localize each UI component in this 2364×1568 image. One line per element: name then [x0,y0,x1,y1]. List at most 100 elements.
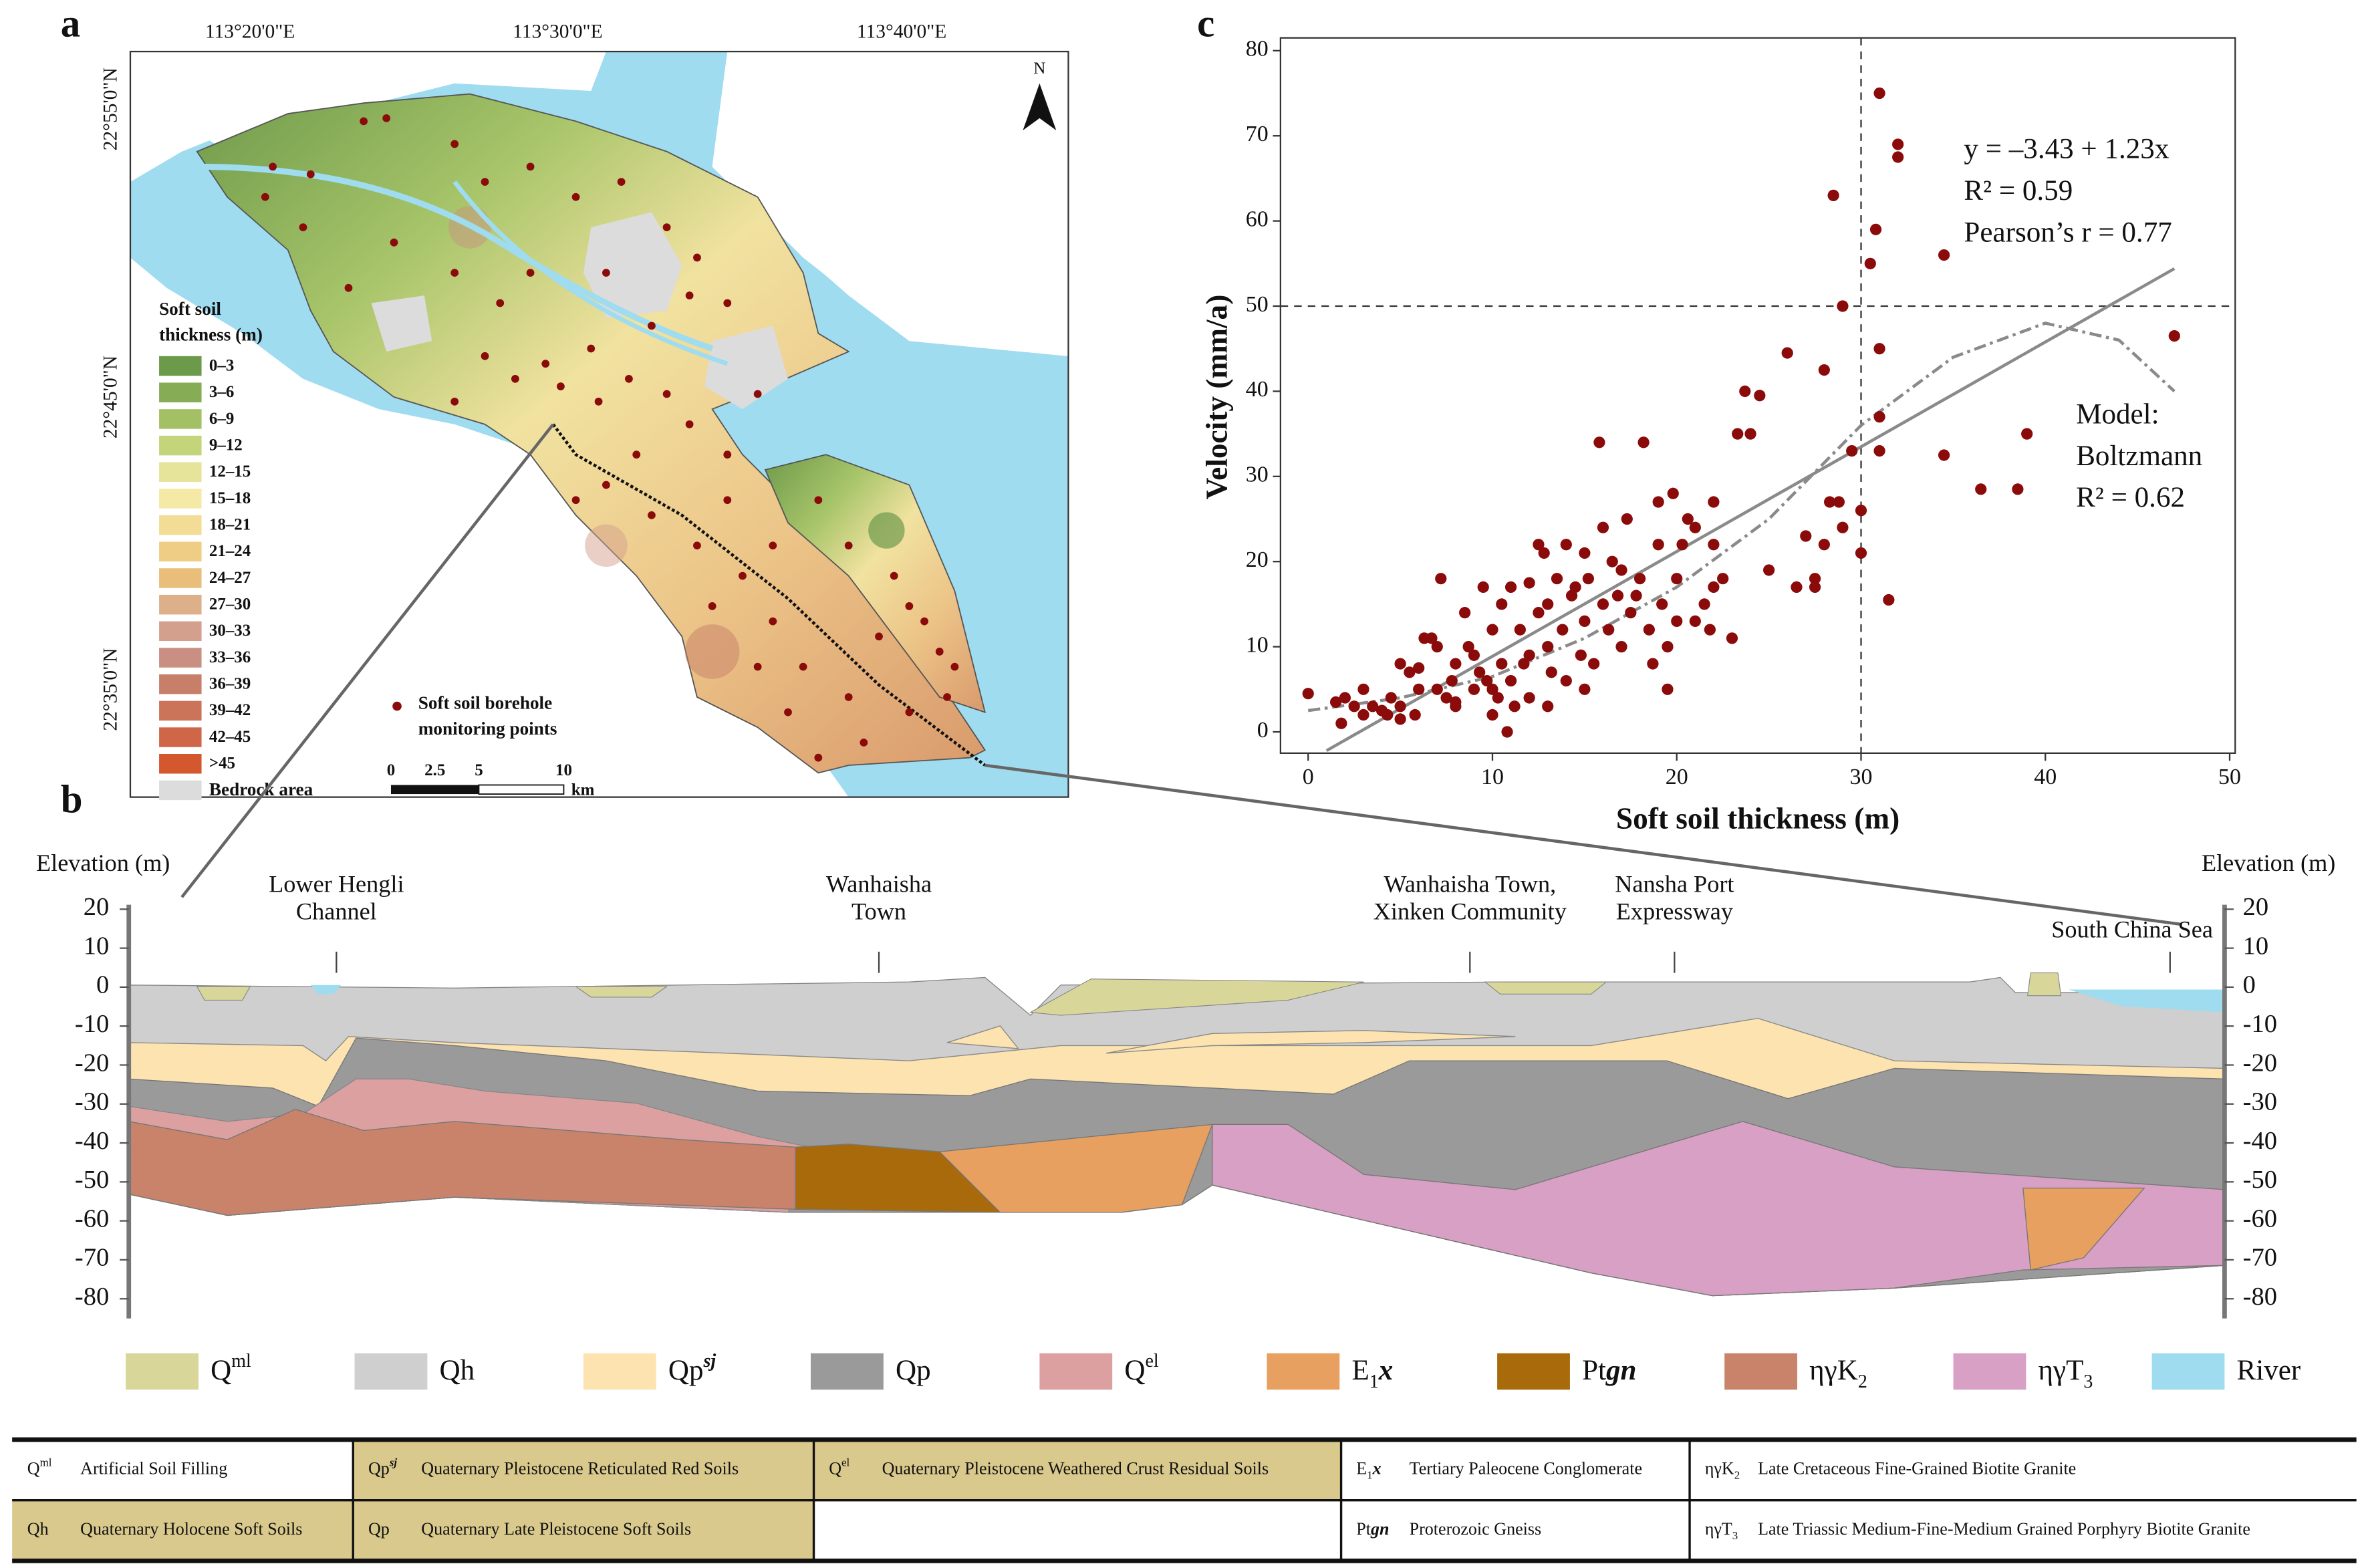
borehole [557,382,565,391]
annotation: Model: [2076,398,2159,430]
y-tick-label: 10 [2243,932,2269,960]
scale-label: 0 [387,761,395,779]
y-tick-label: 70 [1246,122,1269,146]
table-symbol: Qml [27,1456,52,1478]
point [1329,696,1342,708]
point [2168,330,2180,342]
borehole [617,178,626,186]
layer-river [310,985,342,995]
legend-swatch [159,489,202,509]
borehole [481,178,489,186]
point [1518,658,1530,670]
borehole [269,162,277,171]
point [1732,428,1744,440]
borehole-key [392,701,402,711]
label-part: E [1351,1355,1369,1386]
legend-label: 27–30 [209,596,251,614]
point [1542,640,1554,653]
borehole [344,283,353,292]
soil-blob [868,512,905,549]
point [2012,483,2024,495]
borehole [844,541,853,550]
legend-swatch [1039,1353,1113,1390]
point [1689,615,1701,628]
layer-e1x [938,1124,1213,1213]
point [1864,257,1876,269]
point [1413,662,1425,674]
place-label: Wanhaisha Town, [1384,871,1556,898]
point [1625,607,1637,619]
legend-label: 15–18 [209,489,251,507]
place-label: South China Sea [2051,916,2213,943]
legend-swatch [159,541,202,562]
y-tick-label: 40 [1246,377,1269,402]
north-arrow [1023,83,1057,130]
x-tick-label: 50 [2218,765,2241,789]
point [1873,444,1885,457]
borehole [450,140,459,148]
point [1450,658,1462,670]
panel-label: c [1197,1,1214,45]
legend-swatch [159,700,202,721]
table-symbol: Qp [368,1519,390,1539]
legend-swatch [1953,1353,2026,1390]
label-part: sj [703,1351,716,1371]
point [1431,683,1443,695]
axis-title: Elevation (m) [36,850,170,876]
legend-swatch [159,409,202,429]
point [1357,683,1369,695]
borehole [602,269,610,277]
point [1656,598,1668,610]
borehole [526,162,535,171]
point [1367,700,1379,712]
soft-soil-area [764,454,987,714]
scale-bar [390,785,479,795]
table-cell [813,1439,1341,1500]
place-label: Wanhaisha [826,871,932,898]
place-label: Xinken Community [1373,898,1567,925]
point [1754,390,1766,402]
point [1339,692,1351,704]
legend-label: 24–27 [209,569,251,587]
point [1593,436,1605,448]
legend-swatch [354,1353,428,1390]
point [2021,428,2033,440]
point [1744,428,1756,440]
legend-swatch [159,382,202,402]
layer-qpsj-lens [946,1025,1020,1049]
borehole [723,496,732,505]
annotation: Boltzmann [2076,440,2202,472]
borehole [693,541,701,550]
layer-qml [196,986,251,1001]
scale-label: 2.5 [424,761,445,779]
borehole [784,708,792,716]
point [1621,513,1633,525]
table-cell [353,1439,814,1500]
borehole [541,360,550,368]
scale-label: 5 [475,761,483,779]
point [1809,573,1821,585]
y-tick-label: -80 [75,1283,109,1311]
place-label: Channel [296,898,377,925]
point [1892,138,1904,150]
lat-label: 22°35'0"N [100,648,122,731]
point [1708,581,1720,594]
borehole [890,571,898,580]
layer-k2 [128,1108,797,1216]
legend-label: Qh [440,1355,475,1386]
point [1689,521,1701,533]
annotation: R² = 0.59 [1964,175,2073,207]
point [1855,547,1867,559]
legend-label: Qml [211,1351,251,1386]
point [1542,598,1554,610]
borehole [875,632,883,641]
label-part: x [1378,1355,1394,1386]
label-part: Q [211,1355,231,1386]
point [1643,624,1655,636]
point [1671,615,1683,628]
label-part: Q [829,1458,841,1478]
point [1474,666,1486,678]
